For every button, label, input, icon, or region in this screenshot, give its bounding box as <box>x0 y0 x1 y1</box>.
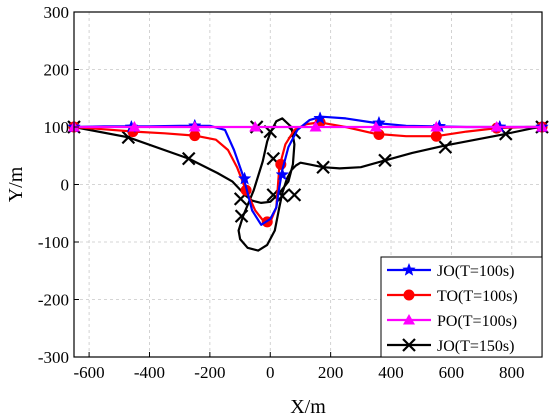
legend-marker <box>403 314 415 325</box>
x-tick-label: 200 <box>318 363 344 382</box>
data-point-marker <box>369 121 382 132</box>
y-tick-label: 100 <box>44 118 70 137</box>
series-layer <box>67 111 549 252</box>
series-line <box>72 117 544 252</box>
y-tick-label: 300 <box>44 3 70 22</box>
legend: JO(T=100s) TO(T=100s) PO(T=100s) JO(T=150s) <box>380 256 543 358</box>
x-tick-label: 400 <box>378 363 404 382</box>
y-tick-label: 0 <box>61 176 70 195</box>
series-0 <box>67 111 549 226</box>
x-tick-label: -400 <box>134 363 165 382</box>
data-point-marker <box>438 140 453 154</box>
y-tick-label: -200 <box>38 291 69 310</box>
x-axis-title: X/m <box>290 396 326 418</box>
data-point-marker <box>309 121 322 132</box>
x-tick-label: 0 <box>266 363 275 382</box>
data-point-marker <box>372 115 386 129</box>
series-1 <box>68 116 548 228</box>
y-tick-label: 200 <box>44 61 70 80</box>
legend-label: PO(T=100s) <box>437 313 517 330</box>
data-point-marker <box>490 121 503 132</box>
data-point-marker <box>378 153 392 168</box>
y-axis-title: Y/m <box>5 166 27 202</box>
series-line <box>72 121 544 223</box>
y-tick-label: -300 <box>38 348 69 367</box>
series-2 <box>68 121 548 132</box>
data-point-marker <box>313 111 327 125</box>
y-tick-label: -100 <box>38 233 69 252</box>
legend-label: JO(T=150s) <box>437 338 514 355</box>
legend-marker <box>402 338 416 352</box>
data-point-marker <box>249 121 262 132</box>
legend-label: TO(T=100s) <box>437 288 518 305</box>
data-point-marker <box>430 121 443 132</box>
data-point-marker <box>189 130 201 142</box>
data-point-marker <box>316 160 330 175</box>
x-tick-label: 800 <box>499 363 525 382</box>
tick-layer: -600 -400 -200 0 200 400 600 800 -300 -200 -100 0 10… <box>38 3 525 382</box>
x-tick-label: 600 <box>439 363 465 382</box>
data-point-marker <box>128 121 141 132</box>
data-point-marker <box>188 121 201 132</box>
data-point-marker <box>287 188 302 202</box>
x-tick-label: -200 <box>194 363 225 382</box>
legend-marker <box>402 262 416 276</box>
data-point-marker <box>237 171 252 185</box>
data-point-marker <box>275 167 290 181</box>
legend-label: JO(T=100s) <box>437 263 514 280</box>
x-tick-label: -600 <box>74 363 105 382</box>
data-point-marker <box>181 151 196 166</box>
data-point-marker <box>430 130 442 142</box>
data-point-marker <box>234 209 249 223</box>
legend-marker <box>403 289 415 301</box>
